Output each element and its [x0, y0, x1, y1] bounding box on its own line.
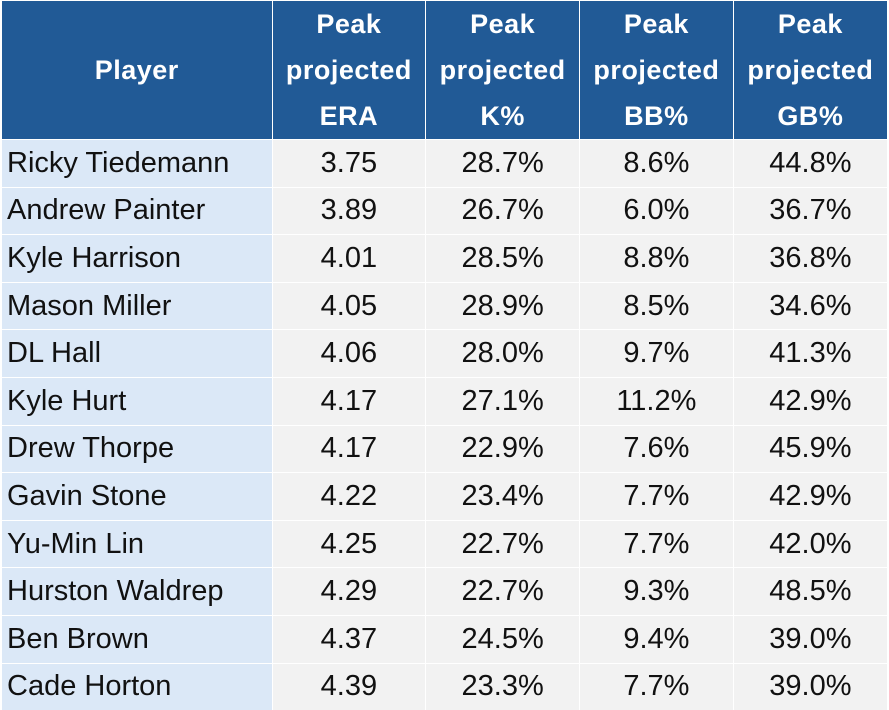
column-header-line: ERA	[273, 93, 426, 139]
k-pct-cell: 24.5%	[426, 615, 580, 663]
era-cell: 4.39	[272, 663, 426, 710]
column-header-line: K%	[426, 93, 579, 139]
column-header-line: Peak	[734, 1, 887, 47]
k-pct-cell: 27.1%	[426, 377, 580, 425]
player-name-cell: Andrew Painter	[2, 187, 272, 235]
k-pct-cell: 22.9%	[426, 425, 580, 473]
gb-pct-cell: 42.0%	[733, 520, 887, 568]
era-cell: 4.37	[272, 615, 426, 663]
player-name-cell: Ricky Tiedemann	[2, 140, 272, 188]
bb-pct-cell: 8.6%	[580, 140, 734, 188]
k-pct-cell: 22.7%	[426, 520, 580, 568]
player-name-cell: Kyle Harrison	[2, 235, 272, 283]
gb-pct-cell: 42.9%	[733, 473, 887, 521]
gb-pct-cell: 42.9%	[733, 377, 887, 425]
gb-pct-cell: 44.8%	[733, 140, 887, 188]
column-header-line: Peak	[273, 1, 426, 47]
column-header-line: BB%	[580, 93, 733, 139]
era-cell: 4.17	[272, 377, 426, 425]
player-name-cell: Gavin Stone	[2, 473, 272, 521]
bb-pct-cell: 8.8%	[580, 235, 734, 283]
gb-pct-cell: 48.5%	[733, 568, 887, 616]
bb-pct-cell: 7.7%	[580, 473, 734, 521]
k-pct-cell: 28.5%	[426, 235, 580, 283]
gb-pct-cell: 39.0%	[733, 663, 887, 710]
k-pct-cell: 28.7%	[426, 140, 580, 188]
bb-pct-cell: 7.7%	[580, 520, 734, 568]
bb-pct-cell: 9.4%	[580, 615, 734, 663]
column-header-line: Player	[2, 47, 272, 93]
era-cell: 4.05	[272, 282, 426, 330]
column-header-line: Peak	[580, 1, 733, 47]
gb-pct-cell: 36.8%	[733, 235, 887, 283]
gb-pct-cell: 39.0%	[733, 615, 887, 663]
era-cell: 4.29	[272, 568, 426, 616]
era-cell: 3.89	[272, 187, 426, 235]
column-header-line: projected	[580, 47, 733, 93]
gb-pct-cell: 41.3%	[733, 330, 887, 378]
k-pct-cell: 28.9%	[426, 282, 580, 330]
player-name-cell: DL Hall	[2, 330, 272, 378]
gb-pct-cell: 45.9%	[733, 425, 887, 473]
k-pct-cell: 23.3%	[426, 663, 580, 710]
era-cell: 4.25	[272, 520, 426, 568]
era-cell: 3.75	[272, 140, 426, 188]
k-pct-cell: 26.7%	[426, 187, 580, 235]
gb-pct-cell: 34.6%	[733, 282, 887, 330]
player-name-cell: Kyle Hurt	[2, 377, 272, 425]
player-name-cell: Cade Horton	[2, 663, 272, 710]
k-pct-cell: 23.4%	[426, 473, 580, 521]
era-cell: 4.17	[272, 425, 426, 473]
k-pct-cell: 22.7%	[426, 568, 580, 616]
player-name-cell: Ben Brown	[2, 615, 272, 663]
bb-pct-cell: 11.2%	[580, 377, 734, 425]
column-header-line: projected	[734, 47, 887, 93]
column-header-line: projected	[273, 47, 426, 93]
bb-pct-cell: 9.7%	[580, 330, 734, 378]
player-name-cell: Hurston Waldrep	[2, 568, 272, 616]
k-pct-cell: 28.0%	[426, 330, 580, 378]
player-name-cell: Mason Miller	[2, 282, 272, 330]
column-header-line: Peak	[426, 1, 579, 47]
era-cell: 4.22	[272, 473, 426, 521]
bb-pct-cell: 7.6%	[580, 425, 734, 473]
column-header-line: GB%	[734, 93, 887, 139]
bb-pct-cell: 7.7%	[580, 663, 734, 710]
player-name-cell: Yu-Min Lin	[2, 520, 272, 568]
era-cell: 4.01	[272, 235, 426, 283]
bb-pct-cell: 6.0%	[580, 187, 734, 235]
column-header-player: Player	[2, 1, 272, 140]
bb-pct-cell: 8.5%	[580, 282, 734, 330]
column-header-line: projected	[426, 47, 579, 93]
bb-pct-cell: 9.3%	[580, 568, 734, 616]
player-name-cell: Drew Thorpe	[2, 425, 272, 473]
gb-pct-cell: 36.7%	[733, 187, 887, 235]
era-cell: 4.06	[272, 330, 426, 378]
